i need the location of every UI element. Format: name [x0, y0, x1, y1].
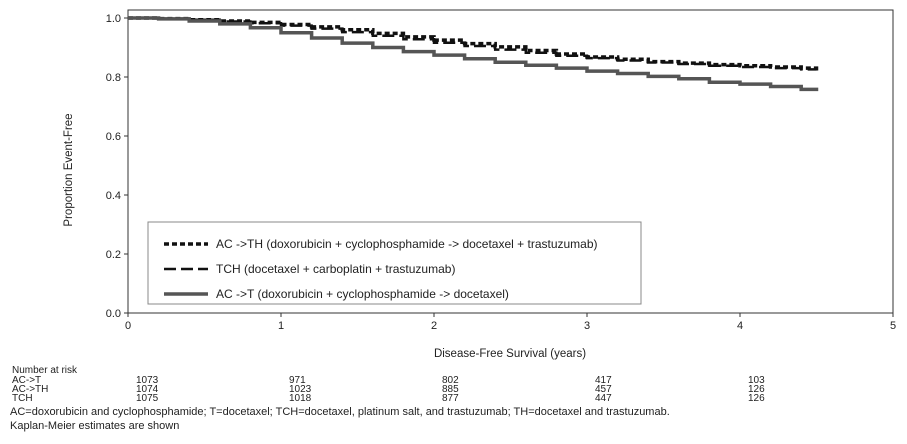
risk-row-label: AC->TH: [12, 384, 49, 395]
risk-cell: 1023: [289, 384, 312, 395]
risk-cell: 971: [289, 375, 306, 386]
risk-cell: 126: [748, 384, 765, 395]
legend-entry-ac-t-label: AC ->T (doxorubicin + cyclophosphamide -…: [216, 287, 509, 301]
footnote-kaplan-meier: Kaplan-Meier estimates are shown: [10, 420, 180, 432]
plot-frame: [127, 9, 894, 314]
x-axis-title: Disease-Free Survival (years): [434, 348, 586, 360]
y-tick-label: 1.0: [106, 13, 121, 25]
x-tick-label: 4: [737, 320, 743, 332]
y-tick-label: 0.2: [106, 249, 121, 261]
curve-ac-t: [128, 16, 819, 92]
y-tick-label: 0.8: [106, 72, 121, 84]
risk-cell: 126: [748, 393, 765, 404]
x-tick-label: 2: [431, 320, 437, 332]
risk-cell: 885: [442, 384, 459, 395]
x-tick-label: 5: [890, 320, 896, 332]
risk-cell: 1075: [136, 393, 159, 404]
y-tick-label: 0.4: [106, 190, 121, 202]
risk-cell: 417: [595, 375, 612, 386]
y-tick-label: 0.6: [106, 131, 121, 143]
legend-entry-tch-label: TCH (docetaxel + carboplatin + trastuzum…: [216, 262, 455, 276]
risk-cell: 447: [595, 393, 612, 404]
y-axis-title: Proportion Event-Free: [63, 113, 75, 226]
risk-row-label: AC->T: [12, 375, 42, 386]
risk-cell: 1073: [136, 375, 159, 386]
risk-cell: 1018: [289, 393, 312, 404]
legend-box: [147, 221, 642, 305]
axes: 0.0 0.2 0.4 0.6 0.8 1.0 0 1 2 3 4 5: [106, 9, 896, 332]
survival-curves: [128, 16, 819, 92]
x-tick-label: 1: [278, 320, 284, 332]
risk-cell: 457: [595, 384, 612, 395]
risk-cell: 1074: [136, 384, 159, 395]
curve-ac-th: [128, 16, 819, 74]
footnote-abbreviations: AC=doxorubicin and cyclophosphamide; T=d…: [10, 406, 670, 418]
x-tick-label: 0: [125, 320, 131, 332]
x-tick-label: 3: [584, 320, 590, 332]
risk-row-label: TCH: [12, 393, 33, 404]
y-tick-label: 0.0: [106, 308, 121, 320]
risk-cell: 877: [442, 393, 459, 404]
legend-entry-ac-th-label: AC ->TH (doxorubicin + cyclophosphamide …: [216, 237, 598, 251]
risk-cell: 103: [748, 375, 765, 386]
risk-table-title: Number at risk: [12, 365, 78, 376]
legend: AC ->TH (doxorubicin + cyclophosphamide …: [147, 221, 642, 305]
kaplan-meier-chart: 0.0 0.2 0.4 0.6 0.8 1.0 0 1 2 3 4 5 AC ->TH (doxoru…: [63, 9, 896, 360]
risk-cell: 802: [442, 375, 459, 386]
